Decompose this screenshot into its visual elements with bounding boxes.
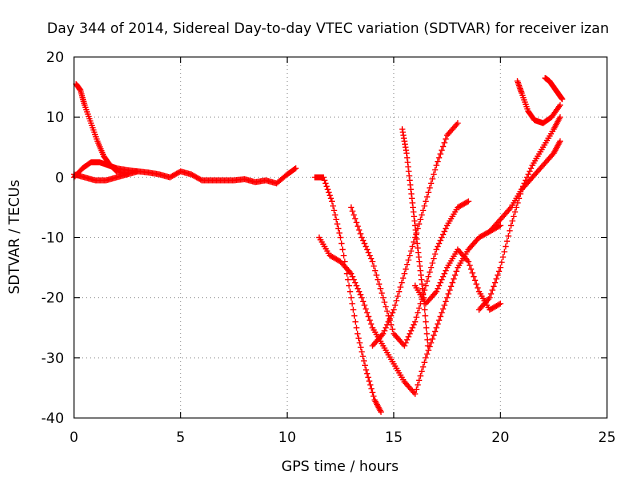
series-active-track-3 [348, 198, 472, 349]
x-tick-label: 10 [278, 430, 296, 446]
series-active-track-4 [369, 120, 461, 349]
series-quiet-track-3 [73, 81, 131, 178]
data-point-markers [476, 114, 564, 313]
x-tick-label: 0 [70, 430, 79, 446]
y-tick-label: -10 [41, 231, 64, 247]
series-active-track-1 [311, 174, 385, 415]
x-axis-label: GPS time / hours [281, 459, 398, 475]
y-tick-label: -30 [41, 351, 64, 367]
y-tick-label: -40 [41, 411, 64, 427]
y-tick-label: -20 [41, 291, 64, 307]
x-tick-label: 20 [491, 430, 509, 446]
data-point-markers [369, 120, 461, 349]
data-point-markers [542, 75, 566, 103]
series-active-track-5 [399, 126, 431, 349]
data-point-markers [73, 81, 131, 178]
x-tick-label: 25 [598, 430, 616, 446]
series-recovery-track-2 [486, 138, 564, 235]
data-point-markers [399, 126, 431, 349]
y-tick-label: 10 [46, 110, 64, 126]
y-tick-label: 20 [46, 50, 64, 66]
plot-frame [73, 56, 608, 419]
data-points [71, 75, 566, 415]
x-tick-label: 15 [385, 430, 403, 446]
data-point-markers [348, 198, 472, 349]
y-tick-label: 0 [55, 170, 64, 186]
series-recovery-track-3 [514, 78, 564, 127]
data-point-markers [311, 174, 385, 415]
x-tick-label: 5 [176, 430, 185, 446]
chart-title: Day 344 of 2014, Sidereal Day-to-day VTE… [47, 21, 609, 37]
data-point-markers [316, 222, 504, 397]
data-point-markers [412, 246, 504, 313]
series-recovery-track-1 [476, 114, 564, 313]
tick-labels: 0 5 10 15 20 25 -40 -30 -20 -10 0 10 20 [41, 50, 616, 446]
series-active-track-2 [316, 222, 504, 397]
series-recovery-track-4 [542, 75, 566, 103]
series-active-track-6 [412, 246, 504, 313]
data-point-markers [514, 78, 564, 127]
y-axis-label: SDTVAR / TECUs [7, 180, 23, 295]
data-point-markers [486, 138, 564, 235]
